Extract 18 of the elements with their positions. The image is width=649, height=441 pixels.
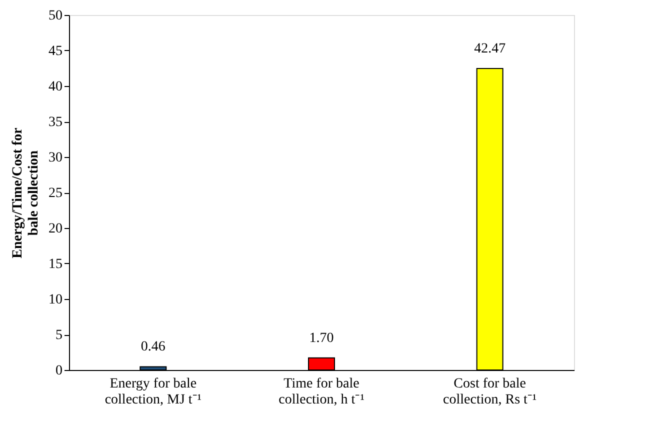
y-tick-label: 20: [48, 222, 62, 236]
data-label: 0.46: [140, 340, 166, 355]
x-tick-label: Time for bale collection, h t⁻¹: [278, 376, 364, 408]
y-tick-label: 40: [48, 80, 62, 94]
y-tick-label: 45: [48, 44, 62, 59]
y-tick-label: 10: [48, 292, 62, 308]
y-tick-label: 0: [56, 364, 62, 378]
x-tick-label: Energy for bale collection, MJ t⁻¹: [104, 376, 202, 408]
y-tick-label: 15: [48, 257, 62, 272]
y-tick-label: 35: [48, 115, 62, 130]
data-label: 42.47: [474, 41, 506, 56]
y-tick-label: 30: [48, 150, 62, 166]
y-axis-title: Energy/Time/Cost for bale collection: [10, 128, 42, 258]
x-tick-label: Cost for bale collection, Rs t⁻¹: [443, 376, 537, 408]
y-tick-label: 25: [48, 186, 62, 201]
data-label: 1.70: [309, 330, 334, 346]
y-tick-label: 50: [48, 8, 62, 24]
y-tick-label: 5: [56, 328, 62, 343]
